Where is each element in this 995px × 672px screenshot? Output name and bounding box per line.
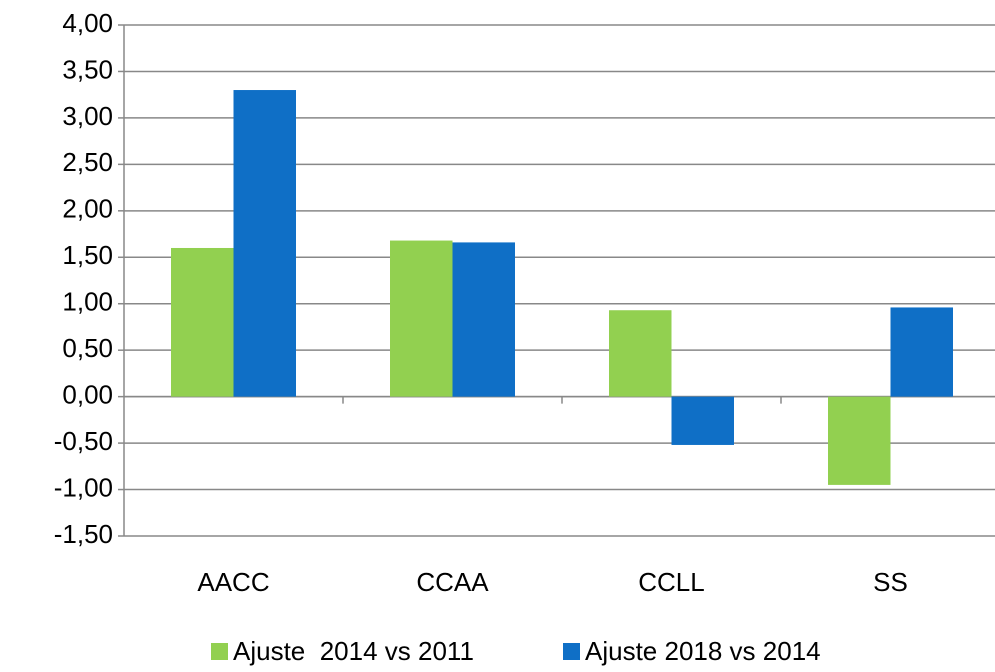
y-tick-label: 1,50 <box>62 240 113 270</box>
y-tick-label: 1,00 <box>62 287 113 317</box>
y-tick-label: 4,00 <box>62 8 113 38</box>
y-tick-label: -0,50 <box>54 426 113 456</box>
bar <box>390 240 453 397</box>
x-tick-label: CCLL <box>638 567 704 597</box>
y-tick-label: -1,00 <box>54 472 113 502</box>
bar <box>609 310 672 397</box>
legend-swatch <box>211 643 228 660</box>
y-tick-label: 2,50 <box>62 147 113 177</box>
y-tick-label: 3,00 <box>62 101 113 131</box>
x-tick-label: CCAA <box>416 567 489 597</box>
bar <box>671 396 734 445</box>
bar <box>828 396 891 485</box>
legend-label: Ajuste 2014 vs 2011 <box>233 636 474 666</box>
bar <box>171 247 234 397</box>
y-tick-label: 2,00 <box>62 194 113 224</box>
y-tick-label: 3,50 <box>62 54 113 84</box>
bar <box>452 242 515 397</box>
legend-swatch <box>563 643 580 660</box>
legend-label: Ajuste 2018 vs 2014 <box>585 636 821 666</box>
x-tick-label: AACC <box>197 567 269 597</box>
bar <box>890 307 953 397</box>
bar <box>233 90 296 397</box>
x-tick-label: SS <box>873 567 908 597</box>
y-tick-label: -1,50 <box>54 519 113 549</box>
y-tick-label: 0,50 <box>62 333 113 363</box>
y-tick-label: 0,00 <box>62 380 113 410</box>
